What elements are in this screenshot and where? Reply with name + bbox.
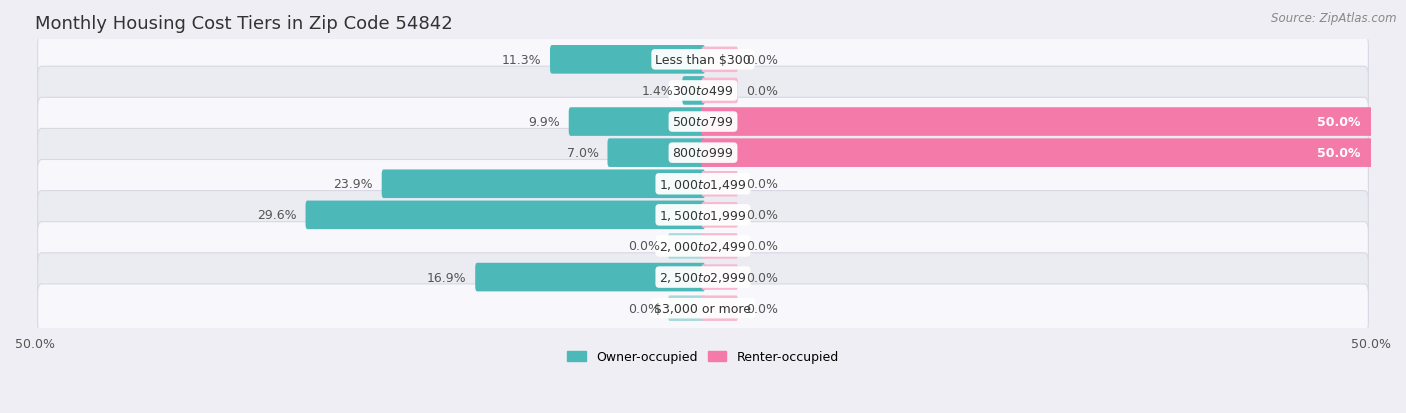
Text: 29.6%: 29.6%: [257, 209, 297, 222]
FancyBboxPatch shape: [702, 108, 1374, 137]
Text: 0.0%: 0.0%: [628, 240, 661, 253]
FancyBboxPatch shape: [38, 129, 1368, 178]
FancyBboxPatch shape: [702, 78, 738, 104]
FancyBboxPatch shape: [381, 170, 704, 199]
FancyBboxPatch shape: [702, 47, 738, 73]
FancyBboxPatch shape: [569, 108, 704, 137]
FancyBboxPatch shape: [702, 234, 738, 259]
Text: Monthly Housing Cost Tiers in Zip Code 54842: Monthly Housing Cost Tiers in Zip Code 5…: [35, 15, 453, 33]
Text: 0.0%: 0.0%: [745, 178, 778, 191]
Text: 0.0%: 0.0%: [745, 85, 778, 98]
Text: 9.9%: 9.9%: [529, 116, 560, 129]
Text: $2,500 to $2,999: $2,500 to $2,999: [659, 271, 747, 285]
FancyBboxPatch shape: [702, 296, 738, 321]
Text: 0.0%: 0.0%: [745, 209, 778, 222]
Text: 11.3%: 11.3%: [502, 54, 541, 66]
Text: $300 to $499: $300 to $499: [672, 85, 734, 98]
Text: 1.4%: 1.4%: [643, 85, 673, 98]
FancyBboxPatch shape: [38, 284, 1368, 332]
FancyBboxPatch shape: [305, 201, 704, 230]
FancyBboxPatch shape: [38, 191, 1368, 240]
Text: Less than $300: Less than $300: [655, 54, 751, 66]
FancyBboxPatch shape: [38, 67, 1368, 115]
Text: 0.0%: 0.0%: [745, 302, 778, 315]
FancyBboxPatch shape: [607, 139, 704, 168]
Text: 0.0%: 0.0%: [628, 302, 661, 315]
FancyBboxPatch shape: [550, 46, 704, 74]
FancyBboxPatch shape: [702, 171, 738, 197]
Text: $1,500 to $1,999: $1,500 to $1,999: [659, 209, 747, 222]
FancyBboxPatch shape: [38, 98, 1368, 147]
FancyBboxPatch shape: [475, 263, 704, 292]
FancyBboxPatch shape: [682, 77, 704, 105]
FancyBboxPatch shape: [702, 203, 738, 228]
FancyBboxPatch shape: [702, 265, 738, 290]
FancyBboxPatch shape: [668, 234, 704, 259]
Text: $500 to $799: $500 to $799: [672, 116, 734, 129]
Text: 50.0%: 50.0%: [1317, 116, 1361, 129]
FancyBboxPatch shape: [38, 36, 1368, 84]
Text: 50.0%: 50.0%: [1317, 147, 1361, 160]
FancyBboxPatch shape: [38, 160, 1368, 209]
FancyBboxPatch shape: [702, 139, 1374, 168]
Text: 16.9%: 16.9%: [427, 271, 467, 284]
Text: $2,000 to $2,499: $2,000 to $2,499: [659, 240, 747, 253]
Text: $800 to $999: $800 to $999: [672, 147, 734, 160]
Text: $1,000 to $1,499: $1,000 to $1,499: [659, 177, 747, 191]
Text: Source: ZipAtlas.com: Source: ZipAtlas.com: [1271, 12, 1396, 25]
FancyBboxPatch shape: [668, 296, 704, 321]
Text: 23.9%: 23.9%: [333, 178, 373, 191]
Legend: Owner-occupied, Renter-occupied: Owner-occupied, Renter-occupied: [562, 346, 844, 368]
Text: $3,000 or more: $3,000 or more: [655, 302, 751, 315]
Text: 0.0%: 0.0%: [745, 54, 778, 66]
Text: 0.0%: 0.0%: [745, 271, 778, 284]
FancyBboxPatch shape: [38, 222, 1368, 271]
Text: 0.0%: 0.0%: [745, 240, 778, 253]
FancyBboxPatch shape: [38, 253, 1368, 301]
Text: 7.0%: 7.0%: [567, 147, 599, 160]
